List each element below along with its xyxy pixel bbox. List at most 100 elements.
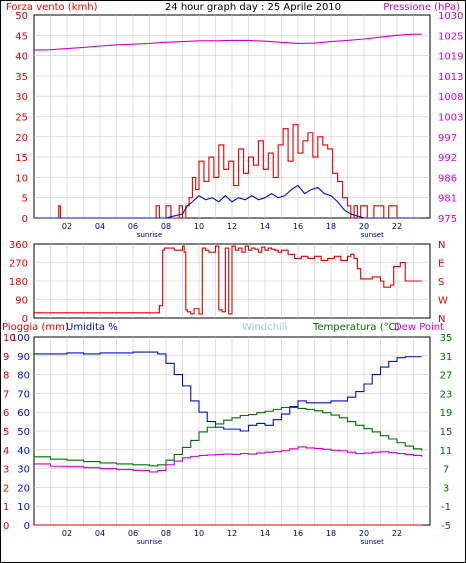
y-tick-label-rain: 3: [3, 465, 9, 476]
x-tick-label: 14: [260, 222, 270, 231]
y-tick-label-left: 30: [15, 92, 28, 103]
y-tick-label-right: 11: [440, 446, 453, 457]
series-line: [33, 33, 422, 51]
x-tick-label: 22: [392, 529, 402, 538]
x-tick-label: 02: [62, 222, 72, 231]
series-line: [34, 184, 422, 219]
y-tick-label-rain: 6: [3, 408, 9, 419]
series-line: [34, 124, 422, 219]
x-tick-label: 20: [359, 222, 369, 231]
y-tick-label-right: 992: [438, 153, 457, 164]
y-tick-label-right: 975: [438, 214, 457, 225]
sunrise-label: sunrise: [137, 538, 162, 546]
series-line: [34, 351, 422, 432]
y-tick-label-humidity: 60: [17, 408, 30, 419]
series-line: [34, 245, 422, 315]
y-tick-label-right: 986: [438, 173, 457, 184]
sunset-label: sunset: [361, 231, 384, 239]
y-tick-label-right: 19: [440, 408, 453, 419]
y-tick-label-humidity: 30: [17, 465, 30, 476]
wind-pressure-panel: 0 5 10 15 20 25 30 35 40 45 50 975 981 986 992 997 1003 1…: [15, 11, 463, 239]
left-title: Forza vento (kmh): [6, 2, 98, 13]
y-tick-label-rain: 0: [3, 521, 9, 532]
y-tick-label-left: 20: [15, 133, 28, 144]
y-tick-label-left: 360: [9, 240, 28, 251]
y-tick-label-rain: 1: [3, 502, 9, 513]
y-tick-label-right: 31: [440, 352, 453, 363]
sunset-label: sunset: [361, 538, 384, 546]
humidity-label: Umidita %: [66, 322, 118, 333]
x-tick-label: 16: [293, 222, 303, 231]
x-tick-label: 14: [260, 529, 270, 538]
y-tick-label-right: -1: [441, 502, 451, 513]
y-tick-label-rain: 7: [3, 389, 9, 400]
series-line: [34, 406, 423, 467]
y-tick-label-humidity: 50: [17, 427, 30, 438]
x-tick-label: 02: [62, 529, 72, 538]
dewpoint-label: Dew Point: [394, 322, 444, 333]
y-tick-label-rain: 10: [3, 333, 16, 344]
y-tick-label-right: 1003: [438, 113, 463, 124]
series-line: [34, 446, 423, 473]
y-tick-label-left: 5: [22, 194, 28, 205]
x-tick-label: 20: [359, 529, 369, 538]
y-tick-label-right: 7: [443, 465, 449, 476]
x-tick-label: 12: [227, 529, 237, 538]
y-tick-label-right: 997: [438, 133, 457, 144]
graph-title: 24 hour graph day : 25 Aprile 2010: [165, 2, 341, 13]
y-tick-label-left: 50: [15, 11, 28, 22]
y-tick-label-right: 27: [440, 371, 453, 382]
y-tick-label-left: 35: [15, 72, 28, 83]
y-tick-label-right: 1008: [438, 92, 463, 103]
y-tick-label-left: 25: [15, 113, 28, 124]
x-tick-label: 16: [293, 529, 303, 538]
humidity-temperature-panel: 0102030405060708090100012345678910-5-137…: [3, 333, 452, 546]
y-tick-label-right: 15: [440, 427, 453, 438]
y-tick-label-humidity: 0: [24, 521, 30, 532]
right-title: Pressione (hPa): [383, 2, 460, 13]
y-tick-label-humidity: 80: [17, 371, 30, 382]
y-tick-label-left: 180: [9, 277, 28, 288]
y-tick-label-left: 270: [9, 259, 28, 270]
y-tick-label-left: 0: [22, 214, 28, 225]
y-tick-label-right: -5: [441, 521, 451, 532]
y-tick-label-left: 10: [15, 173, 28, 184]
x-tick-label: 08: [161, 529, 171, 538]
y-tick-label-right: W: [438, 296, 448, 307]
y-tick-label-right: E: [438, 259, 444, 270]
x-tick-label: 22: [392, 222, 402, 231]
x-tick-label: 04: [95, 222, 105, 231]
y-tick-label-rain: 9: [3, 352, 9, 363]
x-tick-label: 10: [194, 529, 204, 538]
y-tick-label-humidity: 40: [17, 446, 30, 457]
y-tick-label-right: 1030: [438, 11, 463, 22]
x-tick-label: 18: [326, 529, 336, 538]
y-tick-label-left: 45: [15, 31, 28, 42]
x-tick-label: 04: [95, 529, 105, 538]
y-tick-label-right: 1019: [438, 52, 463, 63]
y-tick-label-humidity: 20: [17, 483, 30, 494]
y-tick-label-rain: 5: [3, 427, 9, 438]
y-tick-label-left: 40: [15, 52, 28, 63]
x-tick-label: 06: [128, 529, 138, 538]
y-tick-label-right: S: [438, 277, 444, 288]
y-tick-label-right: 35: [440, 333, 453, 344]
x-tick-label: 18: [326, 222, 336, 231]
x-tick-label: 08: [161, 222, 171, 231]
y-tick-label-left: 15: [15, 153, 28, 164]
temperature-label: Temperatura (°C): [312, 322, 400, 333]
y-tick-label-right: 981: [438, 194, 457, 205]
y-tick-label-humidity: 100: [11, 333, 30, 344]
x-tick-label: 10: [194, 222, 204, 231]
y-tick-label-right: 23: [440, 389, 453, 400]
y-tick-label-humidity: 90: [17, 352, 30, 363]
y-tick-label-rain: 2: [3, 483, 9, 494]
y-tick-label-left: 90: [15, 296, 28, 307]
y-tick-label-right: 1013: [438, 72, 463, 83]
windchill-label: Windchill: [242, 322, 287, 333]
y-tick-label-right: N: [438, 314, 445, 325]
y-tick-label-right: 3: [443, 483, 449, 494]
y-tick-label-left: 0: [22, 314, 28, 325]
